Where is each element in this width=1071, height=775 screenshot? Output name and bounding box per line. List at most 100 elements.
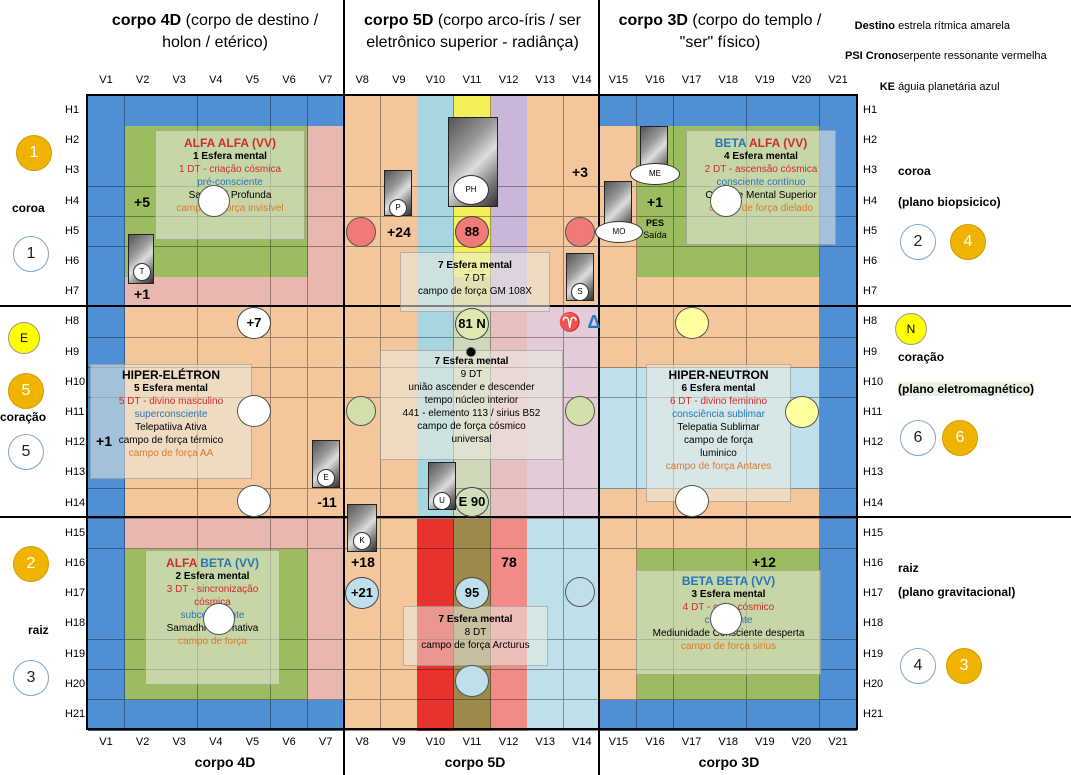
grid-cell: [271, 247, 309, 278]
grid-cell: [563, 518, 601, 550]
grid-cell: [563, 96, 601, 127]
aries-symbol: ♈: [558, 312, 582, 332]
grid-cell: [563, 186, 601, 218]
row-label: H19: [863, 647, 884, 660]
number-pes: PES: [645, 218, 664, 228]
grid-cell: [307, 669, 345, 701]
grid-cell: [344, 639, 382, 671]
grid-cell: [600, 428, 638, 459]
grid-cell: [783, 700, 821, 731]
grid-cell: [344, 247, 382, 278]
grid-cell: [673, 518, 711, 550]
tag-me: ME: [630, 163, 680, 185]
grid-cell: [600, 488, 638, 520]
row-label: H5: [863, 224, 878, 237]
grid-cell: [600, 518, 638, 550]
grid-cell: [344, 307, 382, 339]
panel-line: consciente contínuo: [716, 177, 806, 188]
column-label: V15: [608, 736, 629, 748]
white-circle: [675, 485, 709, 517]
grid-cell: [637, 216, 675, 248]
tag-k: K: [353, 532, 371, 550]
panel-line: 7 Esfera mental: [434, 356, 509, 367]
grid-cell: [527, 96, 565, 127]
grid-cell: [527, 669, 565, 701]
grid-cell: [88, 216, 126, 248]
grid-cell: [234, 700, 272, 731]
column-label: V16: [645, 74, 665, 86]
tag-e: E: [317, 469, 335, 487]
legend-destino: Destino estrela rítmica amarela: [845, 20, 1010, 32]
column-label: V9: [392, 74, 406, 86]
grid-cell: [307, 398, 345, 429]
grid-cell: [600, 579, 638, 610]
grid-cell: [746, 277, 784, 308]
grid-cell: [637, 186, 675, 218]
title-part: ALFA: [217, 136, 249, 150]
header-3d-rest: (corpo do templo /: [687, 12, 822, 29]
grid-cell: [490, 579, 528, 610]
panel-line: campo de força Arcturus: [421, 640, 530, 651]
circle-81-n: 81 N: [455, 308, 489, 340]
row-label: H8: [863, 315, 878, 328]
column-label: V3: [172, 736, 186, 748]
grid-cell: [344, 458, 382, 490]
grid-cell: [820, 367, 858, 399]
grid-cell: [417, 216, 455, 248]
grid-cell: [197, 96, 235, 127]
row-label: H17: [863, 587, 884, 600]
grid-cell: [637, 518, 675, 550]
row-label: H16: [863, 557, 884, 569]
panel-line: 5 Esfera mental: [134, 383, 208, 394]
tag-mo: MO: [595, 221, 643, 243]
black-dot: [466, 347, 476, 357]
grid-cell: [820, 428, 858, 459]
column-label: V11: [462, 736, 482, 748]
white-circle: [710, 185, 742, 217]
row-label: H2: [65, 134, 80, 147]
white-circle: [710, 603, 742, 635]
grid-cell: [600, 458, 638, 490]
grid-cell: [783, 247, 821, 278]
header-5d-bold: corpo 5D: [364, 12, 434, 29]
column-label: V8: [355, 736, 369, 748]
grid-cell: [271, 307, 309, 339]
grid-cell: [161, 247, 199, 278]
white-circle: [198, 185, 230, 217]
column-label: V10: [425, 736, 446, 748]
row-label: H14: [65, 496, 86, 509]
grid-cell: [563, 428, 601, 459]
grid-cell: [710, 337, 748, 369]
grid-cell: [527, 488, 565, 520]
row-label: H20: [863, 677, 884, 690]
grid-cell: [417, 549, 455, 580]
grid-cell: [490, 307, 528, 339]
grid-cell: [746, 700, 784, 731]
panel-line: 7 DT: [464, 273, 486, 284]
grid-cell: [380, 579, 418, 610]
grid-cell: [197, 488, 235, 520]
row-label: H12: [65, 436, 86, 449]
row-label: H14: [863, 496, 884, 509]
yellow-circle: [675, 307, 709, 339]
grid-cell: [637, 337, 675, 369]
grid-cell: [161, 518, 199, 550]
legend-value: serpente ressonante vermelha: [898, 50, 1047, 62]
grid-cell: [637, 247, 675, 278]
grid-cell: [344, 428, 382, 459]
grid-cell: [88, 700, 126, 731]
header-5d-line2: eletrônico superior - radiânça): [366, 34, 579, 51]
grid-cell: [527, 216, 565, 248]
grid-cell: [417, 579, 455, 610]
row-label: H20: [65, 677, 86, 690]
circle-plus-21: +21: [345, 577, 379, 609]
grid-cell: [88, 96, 126, 127]
grid-cell: [88, 337, 126, 369]
row-label: H9: [65, 345, 80, 358]
row-label: H15: [863, 526, 884, 539]
right-coroa-label: coroa: [898, 164, 931, 178]
row-label: H12: [863, 436, 884, 449]
grid-cell: [820, 669, 858, 701]
panel-line: 441 - elemento 113 / sirius B52: [402, 408, 541, 419]
column-label: V2: [135, 74, 150, 86]
